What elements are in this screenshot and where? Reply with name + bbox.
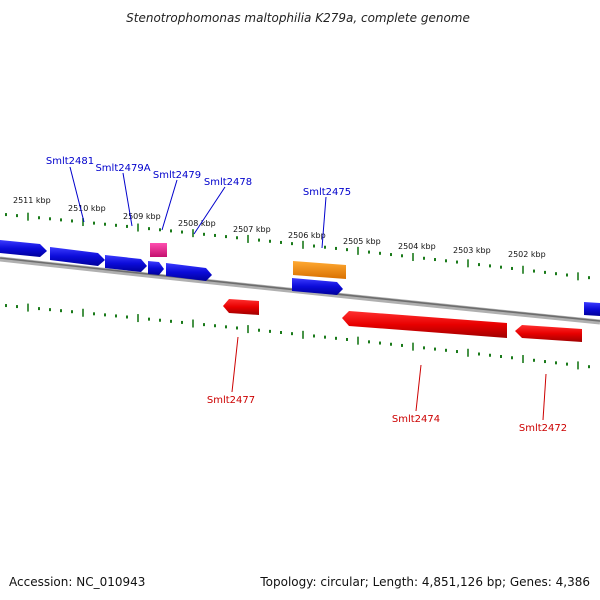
kbp-label: 2510 kbp (68, 204, 106, 213)
kbp-scale-labels: 2511 kbp 2510 kbp 2509 kbp 2508 kbp 2507… (13, 196, 546, 259)
forward-gene-arrow[interactable] (105, 255, 147, 272)
kbp-label: 2503 kbp (453, 246, 491, 255)
kbp-label: 2511 kbp (13, 196, 51, 205)
kbp-label: 2509 kbp (123, 212, 161, 221)
forward-gene-arrow[interactable] (0, 240, 47, 257)
gene-label-smlt2479a[interactable]: Smlt2479A (95, 163, 150, 174)
forward-gene-arrow[interactable] (148, 261, 164, 275)
lower-tick-ruler (5, 303, 590, 370)
misc-feature[interactable] (293, 261, 346, 279)
reverse-gene-arrow[interactable] (515, 325, 582, 342)
kbp-label: 2508 kbp (178, 219, 216, 228)
kbp-label: 2506 kbp (288, 231, 326, 240)
kbp-label: 2507 kbp (233, 225, 271, 234)
upper-tick-ruler (5, 212, 590, 281)
forward-gene-labels: Smlt2481 Smlt2479A Smlt2479 Smlt2478 Sml… (46, 156, 351, 249)
rna-gene[interactable] (150, 243, 167, 257)
accession-text: Accession: NC_010943 (9, 575, 145, 589)
kbp-label: 2504 kbp (398, 242, 436, 251)
forward-gene-arrow[interactable] (166, 263, 212, 281)
gene-label-smlt2477[interactable]: Smlt2477 (207, 395, 255, 406)
gene-label-smlt2478[interactable]: Smlt2478 (204, 177, 252, 188)
kbp-label: 2505 kbp (343, 237, 381, 246)
gene-label-smlt2472[interactable]: Smlt2472 (519, 423, 567, 434)
forward-gene-arrow[interactable] (584, 302, 600, 316)
forward-gene-arrow[interactable] (292, 278, 343, 295)
map-title: Stenotrophomonas maltophilia K279a, comp… (126, 11, 470, 25)
forward-strand-genes (0, 240, 600, 316)
gene-label-smlt2481[interactable]: Smlt2481 (46, 156, 94, 167)
topology-summary-text: Topology: circular; Length: 4,851,126 bp… (259, 575, 590, 589)
reverse-gene-labels: Smlt2477 Smlt2474 Smlt2472 (207, 336, 567, 434)
gene-label-smlt2474[interactable]: Smlt2474 (392, 414, 440, 425)
forward-gene-arrow[interactable] (50, 247, 105, 266)
reverse-gene-arrow[interactable] (342, 311, 507, 338)
reverse-strand-genes (223, 299, 582, 342)
kbp-label: 2502 kbp (508, 250, 546, 259)
gene-label-smlt2475[interactable]: Smlt2475 (303, 187, 351, 198)
gene-label-smlt2479[interactable]: Smlt2479 (153, 170, 201, 181)
reverse-gene-arrow[interactable] (223, 299, 259, 315)
